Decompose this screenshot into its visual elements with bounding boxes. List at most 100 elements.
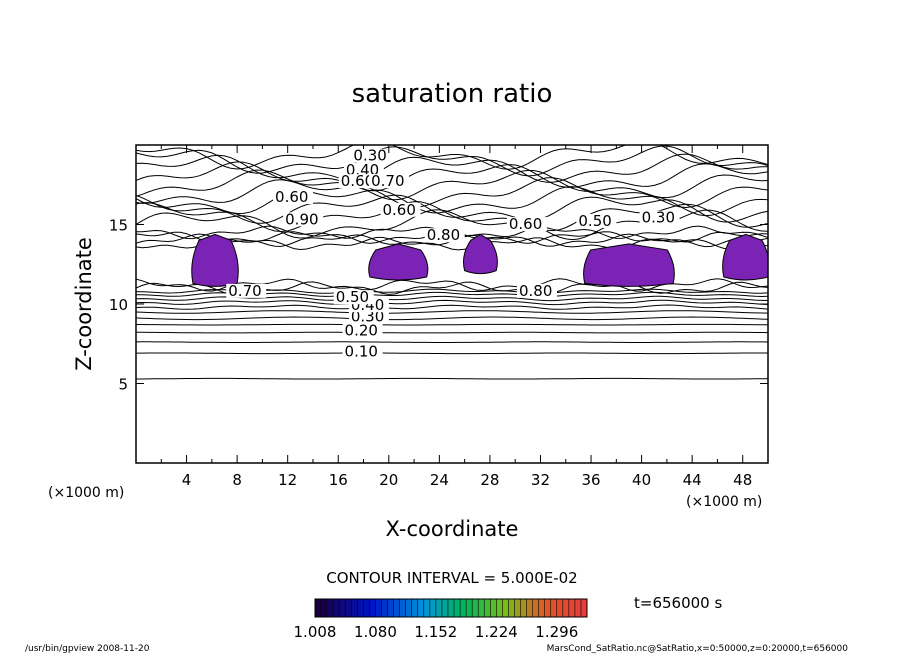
colorbar: [314, 599, 587, 617]
x-tick-label: 28: [480, 471, 499, 489]
colorbar-tick-label: 1.224: [475, 623, 518, 641]
colorbar-cell: [393, 599, 400, 617]
colorbar-cell: [550, 599, 557, 617]
x-unit-label-left: (×1000 m): [48, 485, 124, 501]
shaded-region: [463, 233, 498, 275]
colorbar-cell: [520, 599, 527, 617]
colorbar-cell: [417, 599, 424, 617]
contour-line: [136, 352, 768, 355]
colorbar-cell: [490, 599, 497, 617]
contour-line: [136, 331, 768, 334]
x-tick-label: 44: [683, 471, 702, 489]
contour-label-bg: [343, 163, 384, 178]
contour-line: [136, 310, 768, 314]
x-tick-label: 20: [379, 471, 398, 489]
contour-label-bg: [226, 283, 267, 298]
x-tick-label: 24: [430, 471, 449, 489]
contour-label-bg: [424, 228, 465, 243]
contour-line: [136, 316, 768, 321]
contour-label-bg: [348, 309, 389, 324]
colorbar-cell: [339, 599, 346, 617]
contour-line: [136, 304, 768, 310]
colorbar-cell: [460, 599, 467, 617]
colorbar-cell: [526, 599, 533, 617]
contour-label-bg: [273, 190, 314, 205]
x-tick-label: 8: [232, 471, 242, 489]
contour-label: 0.20: [345, 322, 378, 340]
colorbar-ticks: 1.008 1.080 1.152 1.224 1.296: [294, 623, 579, 641]
contour-label: 0.60: [275, 188, 308, 206]
colorbar-cell: [556, 599, 563, 617]
x-tick-label: 40: [632, 471, 651, 489]
x-tick-label: 36: [581, 471, 600, 489]
colorbar-cell: [381, 599, 388, 617]
colorbar-cell: [321, 599, 328, 617]
x-axis-ticks: 4 8 12 16 20 24 28 32 36 40 44 48: [160, 145, 752, 489]
colorbar-cell: [375, 599, 382, 617]
colorbar-cell: [447, 599, 455, 617]
contour-labels: 0.100.200.300.400.500.70 0.800.300.400.60…: [226, 147, 680, 360]
contour-line: [136, 194, 768, 224]
colorbar-cell: [345, 599, 352, 617]
contour-label: 0.60: [341, 172, 374, 190]
y-axis-label: Z-coordinate: [72, 237, 96, 371]
colorbar-cell: [466, 599, 473, 617]
x-axis-label: X-coordinate: [386, 517, 519, 541]
chart-title: saturation ratio: [352, 79, 553, 109]
contour-label-bg: [351, 148, 392, 163]
contour-interval-label: CONTOUR INTERVAL = 5.000E-02: [326, 569, 577, 587]
colorbar-cell: [502, 599, 509, 617]
contour-line: [136, 177, 768, 209]
colorbar-cell: [357, 599, 364, 617]
contour-label: 0.30: [353, 147, 386, 165]
colorbar-cell: [405, 599, 412, 617]
shaded-region: [368, 243, 429, 281]
footer-left: /usr/bin/gpview 2008-11-20: [25, 644, 150, 654]
x-tick-label: 16: [329, 471, 348, 489]
colorbar-cell: [387, 599, 394, 617]
y-tick-label: 10: [109, 296, 128, 314]
contour-label: 0.50: [578, 212, 611, 230]
colorbar-cell: [472, 599, 479, 617]
contour-label-bg: [506, 217, 547, 232]
x-tick-label: 32: [531, 471, 550, 489]
contour-label-bg: [639, 210, 680, 225]
y-axis-ticks: 5 10 15: [109, 217, 768, 394]
colorbar-tick-label: 1.080: [354, 623, 397, 641]
contour-label-bg: [369, 174, 410, 189]
time-label: t=656000 s: [634, 594, 722, 612]
colorbar-cell: [574, 599, 581, 617]
x-unit-label-right: (×1000 m): [686, 494, 762, 510]
x-tick-label: 48: [733, 471, 752, 489]
contour-line: [136, 153, 768, 183]
contour-label-bg: [333, 290, 374, 305]
contour-line: [136, 161, 768, 192]
x-tick-label: 12: [278, 471, 297, 489]
contour-line: [136, 377, 768, 380]
colorbar-cell: [538, 599, 545, 617]
contour-label: 0.10: [345, 342, 378, 360]
contour-line: [136, 145, 768, 170]
colorbar-cell: [454, 599, 461, 617]
contour-line: [136, 299, 768, 306]
contour-label-bg: [342, 344, 383, 359]
x-tick-label: 4: [182, 471, 192, 489]
contour-label-bg: [380, 202, 421, 217]
colorbar-cell: [580, 599, 587, 617]
colorbar-cell: [351, 599, 358, 617]
contour-label-bg: [338, 174, 379, 189]
contour-label-bg: [283, 212, 324, 227]
contour-label: 0.70: [228, 282, 261, 300]
colorbar-cell: [508, 599, 515, 617]
contour-label-bg: [576, 213, 617, 228]
colorbar-cell: [369, 599, 376, 617]
colorbar-cell: [333, 599, 340, 617]
colorbar-cell: [568, 599, 575, 617]
colorbar-cell: [562, 599, 569, 617]
colorbar-cell: [423, 599, 430, 617]
contour-line: [136, 169, 768, 201]
colorbar-cell: [441, 599, 448, 617]
contour-line: [136, 201, 768, 233]
contour-line: [136, 186, 768, 217]
